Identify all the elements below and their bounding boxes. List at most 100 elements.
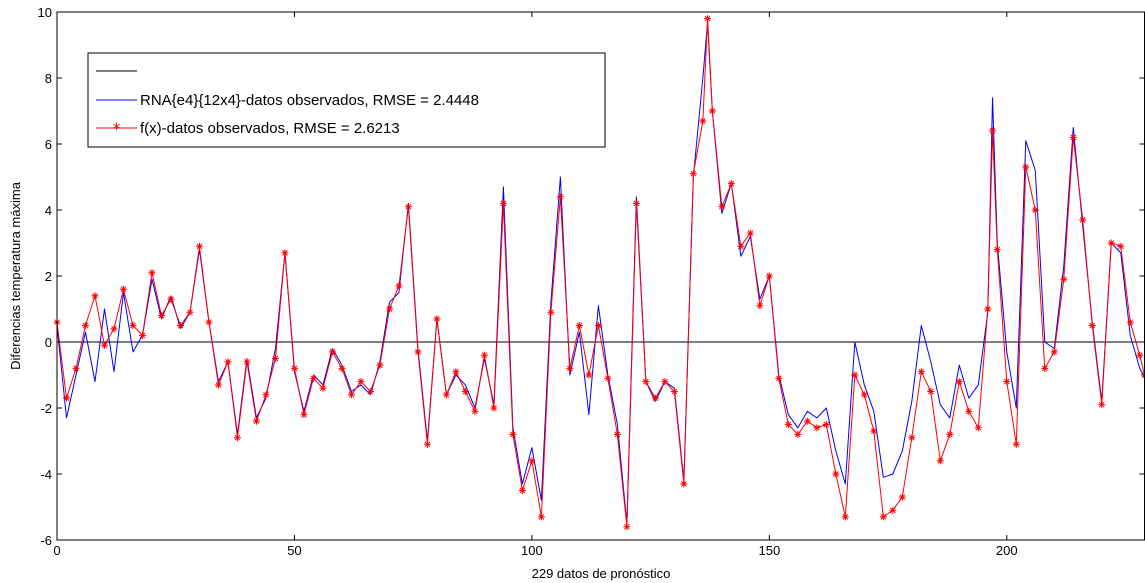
- data-point-marker: [442, 391, 450, 399]
- data-point-marker: [176, 322, 184, 329]
- data-point-marker: [575, 322, 583, 329]
- y-tick-label: -2: [40, 401, 52, 416]
- data-point-marker: [347, 391, 355, 399]
- data-point-marker: [898, 493, 906, 501]
- data-point-marker: [1060, 275, 1068, 283]
- y-tick-label: 8: [45, 71, 52, 86]
- data-point-marker: [186, 308, 194, 316]
- x-tick-label: 200: [996, 543, 1018, 558]
- data-point-marker: [528, 457, 536, 465]
- data-point-marker: [803, 417, 811, 425]
- data-point-marker: [851, 371, 859, 379]
- data-point-marker: [917, 368, 925, 376]
- data-point-marker: [661, 378, 669, 386]
- data-point-marker: [471, 407, 479, 415]
- series-layer: [53, 15, 1145, 531]
- data-point-marker: [138, 331, 146, 339]
- x-tick-label: 150: [758, 543, 780, 558]
- data-point-marker: [965, 407, 973, 415]
- data-point-marker: [585, 371, 593, 379]
- data-point-marker: [395, 282, 403, 290]
- x-tick-label: 50: [287, 543, 301, 558]
- data-point-marker: [566, 364, 574, 372]
- y-tick-label: 4: [45, 203, 52, 218]
- data-point-marker: [727, 180, 735, 188]
- legend-label-rna: RNA{e4}{12x4}-datos observados, RMSE = 2…: [140, 92, 479, 109]
- data-point-marker: [594, 322, 602, 329]
- data-point-marker: [72, 364, 80, 372]
- data-point-marker: [480, 351, 488, 359]
- data-point-marker: [1050, 348, 1058, 356]
- data-point-marker: [1107, 239, 1115, 247]
- data-point-marker: [632, 199, 640, 207]
- data-point-marker: [1126, 318, 1134, 326]
- data-point-marker: [613, 430, 621, 438]
- data-point-marker: [205, 318, 213, 326]
- data-point-marker: [604, 374, 612, 382]
- data-point-marker: [642, 378, 650, 386]
- data-point-marker: [376, 361, 384, 369]
- y-tick-label: 10: [38, 5, 52, 20]
- data-point-marker: [989, 127, 997, 135]
- data-point-marker: [993, 246, 1001, 254]
- data-point-marker: [300, 411, 308, 419]
- data-point-marker: [499, 199, 507, 207]
- data-point-marker: [366, 388, 374, 395]
- data-point-marker: [224, 358, 232, 366]
- data-point-marker: [167, 295, 175, 303]
- data-point-marker: [328, 348, 336, 356]
- data-point-marker: [233, 434, 241, 442]
- data-point-marker: [319, 384, 327, 392]
- data-point-marker: [110, 325, 118, 333]
- series-line-fx: [56, 18, 1145, 528]
- data-point-marker: [746, 229, 754, 237]
- data-point-marker: [404, 203, 412, 211]
- data-point-marker: [832, 470, 840, 478]
- x-tick-label: 100: [521, 543, 543, 558]
- tick-layer: 0 50 100 150 200 -6 -4 -2 0 2 4 6 8 10: [38, 5, 1145, 558]
- data-point-marker: [927, 388, 935, 395]
- data-point-marker: [490, 404, 498, 412]
- data-point-marker: [708, 107, 716, 115]
- data-point-marker: [1031, 206, 1039, 214]
- data-point-marker: [461, 388, 469, 395]
- data-point-marker: [841, 513, 849, 521]
- legend-box: [87, 52, 606, 148]
- data-point-marker: [756, 302, 764, 310]
- data-point-marker: [860, 391, 868, 399]
- data-point-marker: [100, 341, 108, 349]
- data-point-marker: [537, 513, 545, 521]
- data-point-marker: [1098, 401, 1106, 409]
- data-point-marker: [433, 315, 441, 323]
- data-point-marker: [651, 394, 659, 402]
- data-point-marker: [338, 364, 346, 372]
- data-point-marker: [813, 424, 821, 432]
- y-tick-label: 0: [45, 335, 52, 350]
- data-point-marker: [765, 272, 773, 280]
- data-point-marker: [1079, 216, 1087, 224]
- data-point-marker: [547, 308, 555, 316]
- data-point-marker: [290, 364, 298, 372]
- y-tick-label: 6: [45, 137, 52, 152]
- data-point-marker: [936, 457, 944, 465]
- data-point-marker: [423, 440, 431, 448]
- data-point-marker: [670, 388, 678, 395]
- data-point-marker: [974, 424, 982, 432]
- data-point-marker: [822, 421, 830, 428]
- data-point-marker: [946, 430, 954, 438]
- data-point-marker: [271, 355, 279, 362]
- data-point-marker: [309, 374, 317, 382]
- data-point-marker: [556, 193, 564, 201]
- y-axis-title: Diferencias temperatura máxima: [8, 181, 23, 370]
- legend-label-fx: f(x)-datos observados, RMSE = 2.6213: [140, 120, 400, 137]
- data-point-marker: [889, 506, 897, 514]
- y-tick-label: -4: [40, 467, 52, 482]
- y-tick-label: 2: [45, 269, 52, 284]
- data-point-marker: [148, 269, 156, 277]
- data-point-marker: [908, 434, 916, 442]
- data-point-marker: [879, 513, 887, 521]
- data-point-marker: [1022, 163, 1030, 171]
- data-point-marker: [63, 394, 70, 402]
- data-point-marker: [281, 249, 289, 257]
